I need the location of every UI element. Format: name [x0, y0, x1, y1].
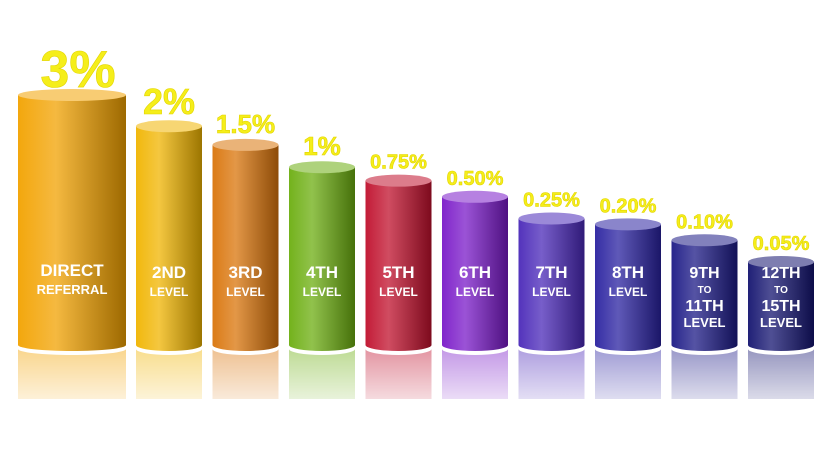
bar-reflection-8: [595, 349, 661, 399]
value-label-6: 0.50%: [447, 168, 504, 190]
category-label-line: 3RD: [228, 263, 262, 282]
category-label-5: 5TH LEVEL: [379, 263, 418, 299]
category-label-line: LEVEL: [684, 315, 726, 330]
bar-top-4: [289, 161, 355, 174]
category-label-line: 2ND: [152, 263, 186, 282]
bar-top-1: [18, 89, 126, 101]
bar-top-2: [136, 120, 202, 133]
bar-2: [136, 126, 202, 351]
category-label-line: LEVEL: [760, 315, 802, 330]
bar-top-3: [212, 138, 279, 151]
value-label-5: 0.75%: [370, 152, 427, 174]
value-labels-group: 3% 2% 1.5% 1% 0.75% 0.50% 0.25% 0.20% 0.10% 0.05%: [40, 41, 810, 256]
category-label-line: 15TH: [761, 298, 800, 315]
category-label-line: LEVEL: [609, 285, 648, 299]
category-label-line: LEVEL: [456, 285, 495, 299]
bar-top-5: [365, 174, 432, 187]
category-label-8: 8TH LEVEL: [609, 263, 648, 299]
category-label-line: 5TH: [382, 263, 414, 282]
category-label-line: LEVEL: [303, 285, 342, 299]
category-label-line: 6TH: [459, 263, 491, 282]
category-label-3: 3RD LEVEL: [226, 263, 265, 299]
bar-6: [442, 196, 508, 351]
bar-reflection-3: [212, 349, 279, 399]
bar-10: [748, 262, 814, 351]
category-label-line: TO: [698, 285, 712, 296]
bar-3: [212, 144, 279, 351]
bar-top-6: [442, 190, 508, 203]
bar-9: [671, 240, 738, 351]
bar-reflection-6: [442, 349, 508, 399]
category-label-line: REFERRAL: [37, 282, 108, 297]
bar-top-7: [518, 212, 585, 225]
category-label-line: 9TH: [689, 265, 719, 282]
category-label-line: 7TH: [535, 263, 567, 282]
category-label-7: 7TH LEVEL: [532, 263, 571, 299]
category-label-line: TO: [774, 285, 788, 296]
bars-group: [18, 89, 814, 399]
bar-reflection-1: [18, 349, 126, 399]
category-label-line: 8TH: [612, 263, 644, 282]
value-label-7: 0.25%: [523, 190, 580, 212]
bar-reflection-10: [748, 349, 814, 399]
category-label-4: 4TH LEVEL: [303, 263, 342, 299]
bar-top-8: [595, 218, 661, 231]
category-labels-group: DIRECTREFERRAL2NDLEVEL3RDLEVEL4THLEVEL5T…: [37, 261, 802, 330]
bar-reflection-7: [518, 349, 585, 399]
category-label-2: 2ND LEVEL: [150, 263, 189, 299]
value-label-2: 2%: [143, 81, 195, 122]
category-label-line: 11TH: [685, 298, 723, 315]
bar-top-9: [671, 234, 738, 247]
bar-reflection-2: [136, 349, 202, 399]
category-label-line: LEVEL: [226, 285, 265, 299]
bar-reflection-5: [365, 349, 432, 399]
value-label-1: 3%: [40, 41, 115, 99]
value-label-10: 0.05%: [753, 233, 810, 255]
category-label-6: 6TH LEVEL: [456, 263, 495, 299]
value-label-3: 1.5%: [216, 109, 275, 139]
value-label-4: 1%: [303, 131, 341, 161]
bar-reflection-4: [289, 349, 355, 399]
bar-top-10: [748, 256, 814, 268]
bar-reflection-9: [671, 349, 738, 399]
category-label-line: 4TH: [306, 263, 338, 282]
bar-4: [289, 167, 355, 351]
bar-8: [595, 224, 661, 351]
reflection-group: [18, 349, 814, 399]
category-label-line: LEVEL: [532, 285, 571, 299]
bar-7: [518, 218, 585, 351]
category-label-line: 12TH: [761, 265, 800, 282]
category-label-line: LEVEL: [379, 285, 418, 299]
category-label-line: DIRECT: [40, 261, 104, 280]
value-label-9: 0.10%: [676, 211, 733, 233]
bar-5: [365, 180, 432, 351]
bar-1: [18, 95, 126, 351]
value-label-8: 0.20%: [600, 195, 657, 217]
category-label-1: DIRECT REFERRAL: [37, 261, 108, 297]
category-label-line: LEVEL: [150, 285, 189, 299]
